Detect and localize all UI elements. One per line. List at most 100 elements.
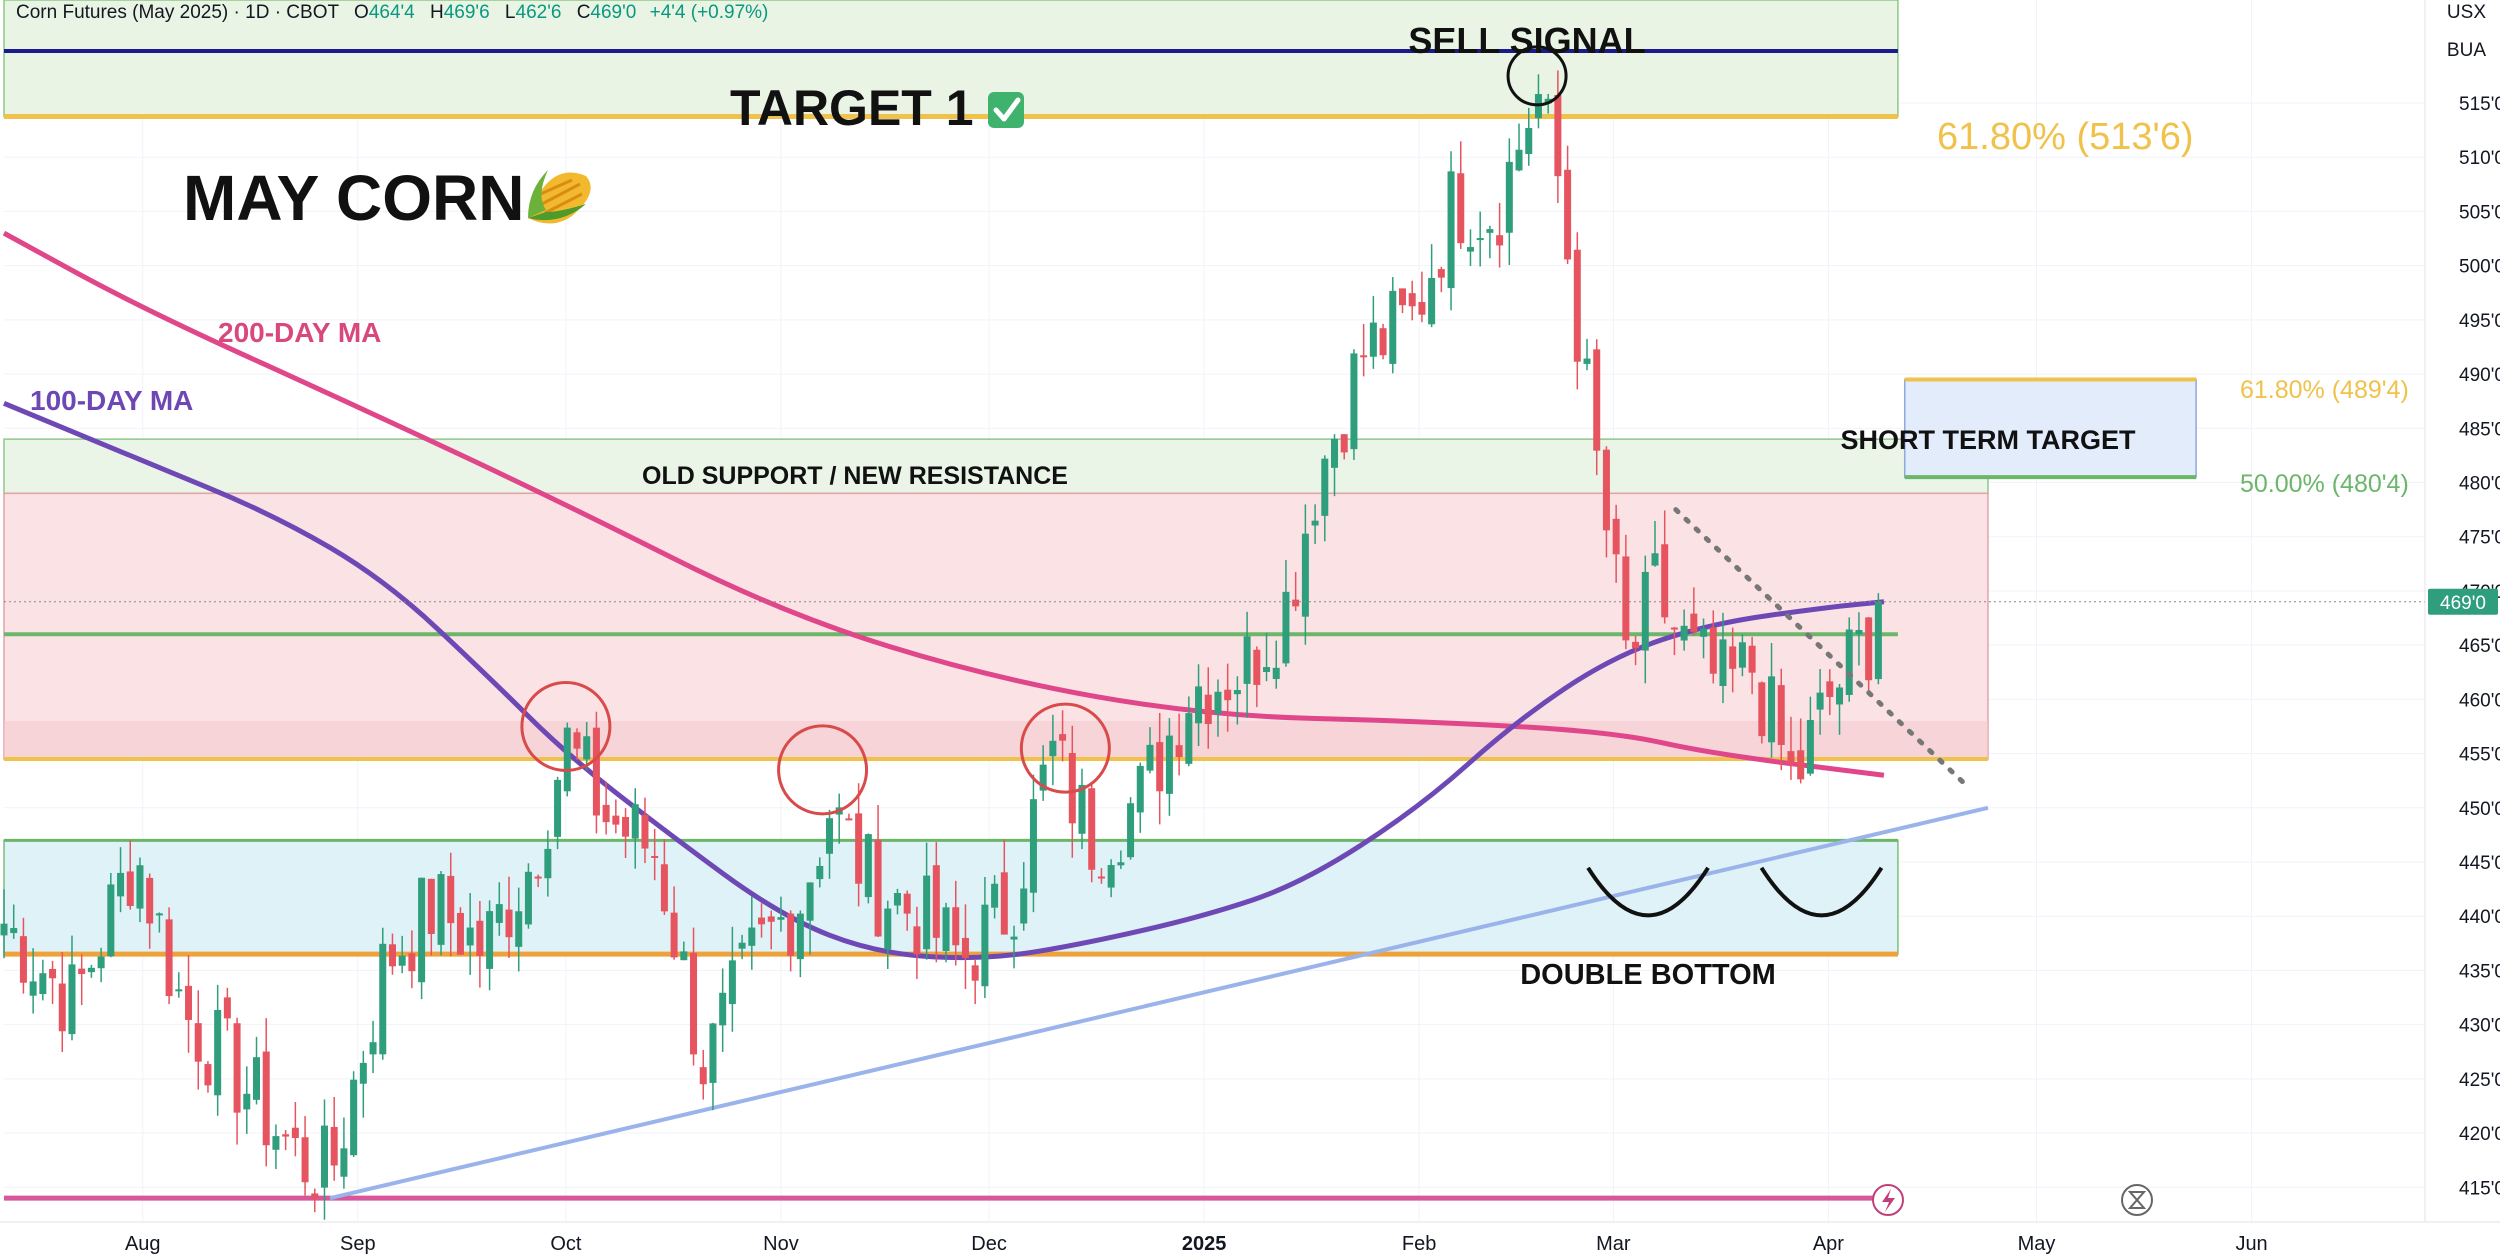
- candle: [767, 916, 775, 922]
- candle: [592, 727, 600, 816]
- candle: [1457, 173, 1465, 244]
- candle: [1146, 744, 1154, 771]
- candle: [398, 955, 406, 966]
- price-tick-label: 495'0: [2459, 311, 2500, 332]
- candle: [1612, 518, 1620, 555]
- candle: [388, 944, 396, 967]
- zones: [3, 0, 2197, 1201]
- candle: [1156, 742, 1164, 792]
- price-tick-label: 430'0: [2459, 1016, 2500, 1037]
- uptrend-line: [329, 805, 1989, 1201]
- candle: [1486, 229, 1494, 233]
- candle: [1476, 238, 1484, 241]
- candle: [1680, 625, 1688, 641]
- price-axis[interactable]: 415'0 420'0 425'0 430'0 435'0 440'0 445'0 450'0…: [2459, 94, 2500, 1199]
- candle: [1379, 328, 1387, 356]
- candle: [1059, 734, 1067, 741]
- candle: [272, 1136, 280, 1150]
- candle: [554, 779, 562, 837]
- candle: [1136, 765, 1144, 813]
- candle: [495, 904, 503, 923]
- candle: [427, 878, 435, 934]
- lightning-icon[interactable]: [1872, 1184, 1904, 1216]
- time-tick-label: 2025: [1182, 1233, 1227, 1255]
- candle: [1855, 630, 1863, 635]
- candle: [1233, 689, 1241, 695]
- symbol-header[interactable]: Corn Futures (May 2025) · 1D · CBOT O464…: [16, 2, 768, 24]
- price-tick-label: 480'0: [2459, 474, 2500, 495]
- candle: [1845, 629, 1853, 695]
- candle: [320, 1125, 328, 1188]
- time-tick-label: Nov: [763, 1233, 799, 1255]
- target1-label: TARGET 1: [730, 80, 974, 136]
- candle: [1428, 277, 1436, 325]
- candle: [1243, 636, 1251, 684]
- candle: [1544, 98, 1552, 104]
- candle: [359, 1062, 367, 1084]
- candles: [0, 70, 1882, 1220]
- candle: [670, 912, 678, 958]
- low-value: 462'6: [515, 2, 562, 23]
- time-tick-label: Sep: [340, 1233, 376, 1255]
- time-axis[interactable]: Aug Sep Oct Nov Dec 2025 Feb Mar Apr May Jun: [125, 1233, 2268, 1255]
- candle: [961, 937, 969, 958]
- candle: [1263, 667, 1271, 673]
- last-price-tag: 469'0: [2428, 588, 2498, 615]
- candle: [1525, 128, 1533, 154]
- candle: [1078, 784, 1086, 834]
- candle: [1107, 865, 1115, 888]
- hourglass-icon[interactable]: [2121, 1184, 2153, 1216]
- candle: [1010, 936, 1018, 940]
- moving-averages: [2, 230, 1989, 1201]
- candle: [1670, 627, 1678, 630]
- candle: [301, 1137, 309, 1183]
- candle: [1806, 720, 1814, 774]
- candle: [185, 985, 193, 1020]
- price-tick-label: 485'0: [2459, 419, 2500, 440]
- candle: [437, 874, 445, 945]
- short-term-target-label: SHORT TERM TARGET: [1841, 425, 2136, 455]
- candle: [1350, 353, 1358, 450]
- candle: [1301, 533, 1309, 617]
- candle: [1165, 735, 1173, 794]
- candle: [524, 871, 532, 925]
- highlight-circle: [1019, 702, 1111, 794]
- candle: [1117, 862, 1125, 866]
- fib-major-label: 61.80% (513'6): [1937, 116, 2194, 158]
- price-tick-label: 415'0: [2459, 1178, 2500, 1199]
- candle: [1068, 753, 1076, 824]
- candle: [175, 989, 183, 992]
- price-tick-label: 455'0: [2459, 745, 2500, 766]
- candle: [1224, 689, 1232, 701]
- candle: [1564, 169, 1572, 260]
- candle: [602, 804, 610, 823]
- unit-label[interactable]: BUA: [2446, 40, 2486, 61]
- candle: [1700, 628, 1708, 637]
- time-tick-label: May: [2018, 1233, 2056, 1255]
- price-tick-label: 440'0: [2459, 907, 2500, 928]
- candle: [369, 1042, 377, 1055]
- time-tick-label: Aug: [125, 1233, 161, 1255]
- candle: [1836, 687, 1844, 705]
- price-tick-label: 465'0: [2459, 636, 2500, 657]
- candle: [1029, 799, 1037, 893]
- candle: [1466, 247, 1474, 252]
- candle: [777, 917, 785, 920]
- candle: [651, 856, 659, 859]
- candle: [87, 967, 95, 973]
- red-zone: [3, 492, 1989, 760]
- candle: [816, 865, 824, 880]
- candle: [641, 814, 649, 849]
- close-value: 469'0: [590, 2, 637, 23]
- currency-label[interactable]: USX: [2446, 2, 2486, 23]
- candle: [1253, 649, 1261, 685]
- candle: [690, 952, 698, 1055]
- price-tick-label: 450'0: [2459, 799, 2500, 820]
- candle: [1777, 685, 1785, 745]
- candle: [796, 913, 804, 960]
- candle: [1418, 302, 1426, 315]
- candle: [1622, 556, 1630, 641]
- candle: [1340, 434, 1348, 453]
- double-bottom-arc: [1586, 866, 1710, 918]
